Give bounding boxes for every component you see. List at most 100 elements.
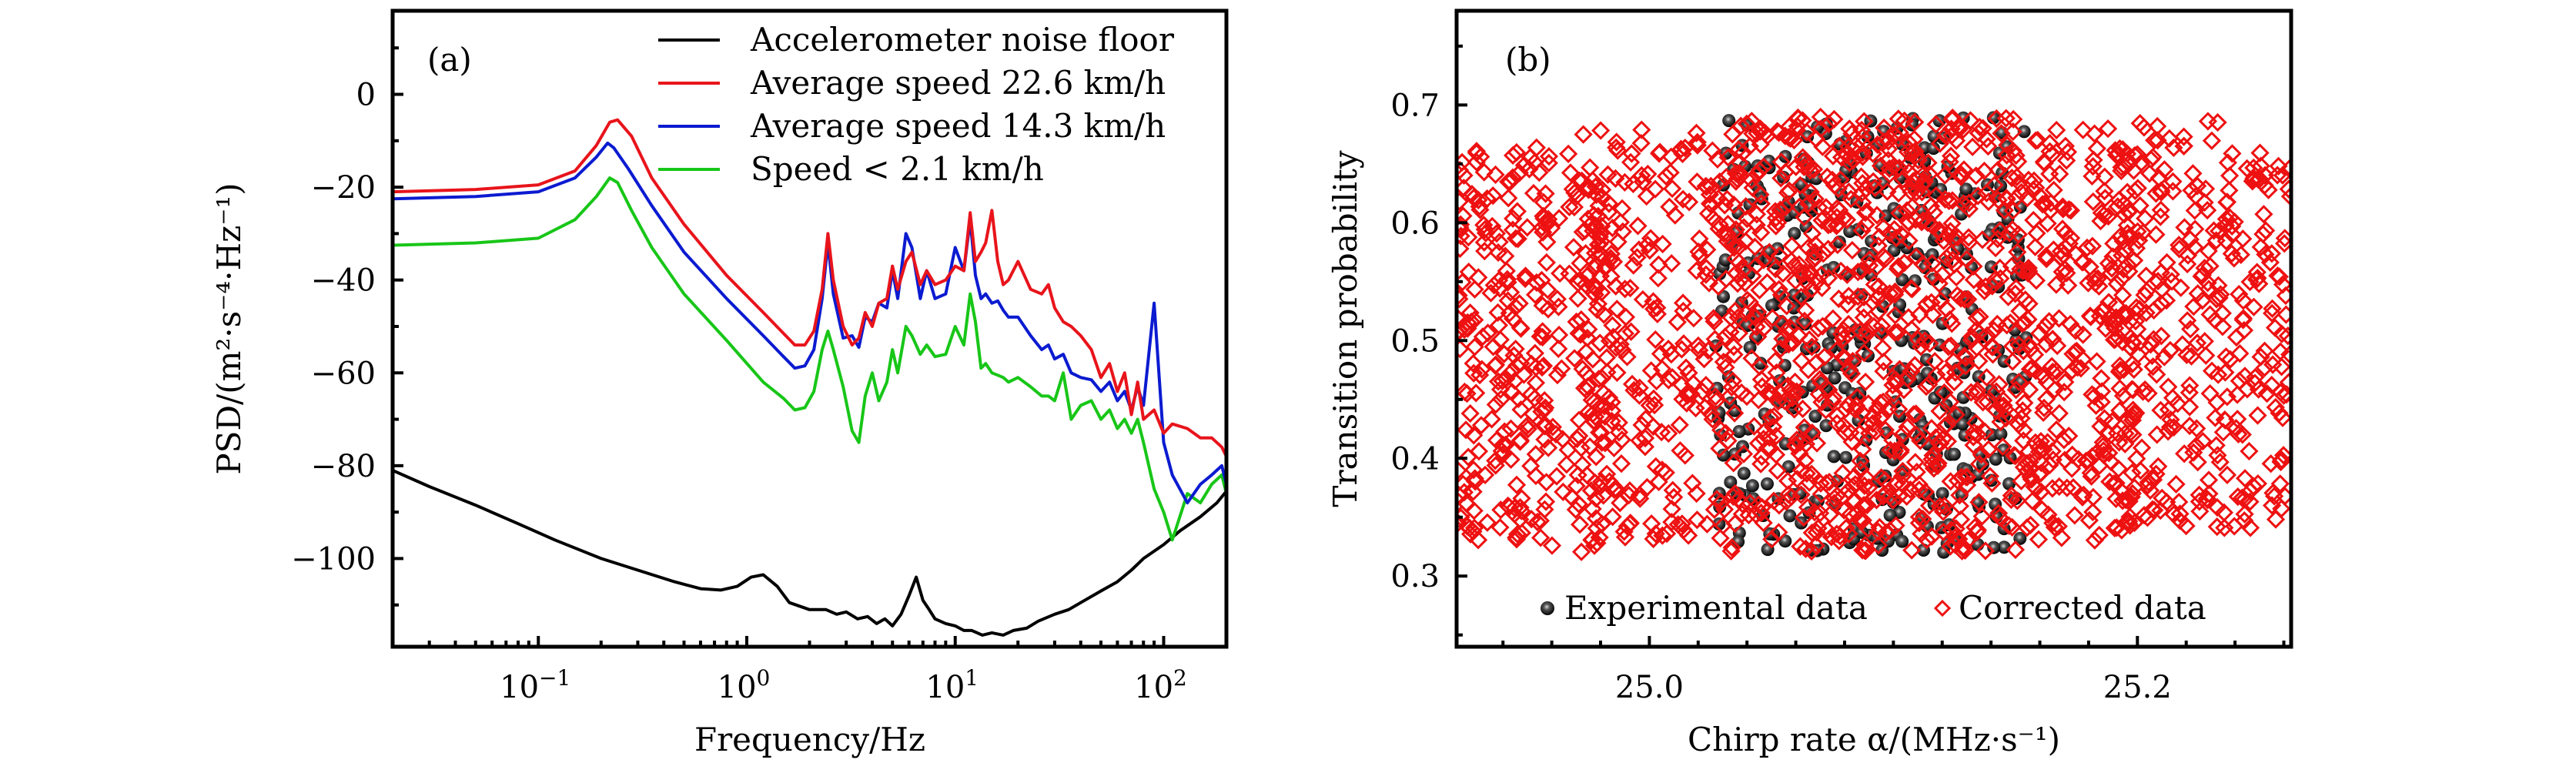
corrected-point bbox=[2019, 310, 2038, 329]
corrected-point bbox=[1892, 225, 1911, 244]
experimental-point bbox=[1908, 274, 1922, 288]
corrected-point bbox=[1935, 125, 1955, 146]
corrected-point bbox=[1891, 443, 1910, 462]
corrected-point bbox=[2216, 363, 2235, 382]
corrected-point bbox=[2094, 445, 2113, 465]
corrected-point bbox=[2021, 460, 2040, 479]
corrected-point bbox=[2118, 223, 2137, 243]
corrected-point bbox=[1975, 281, 1994, 301]
panel-a-label: (a) bbox=[427, 41, 472, 79]
corrected-point bbox=[1991, 412, 2010, 432]
corrected-point bbox=[1677, 393, 1697, 413]
corrected-point bbox=[1755, 421, 1775, 441]
corrected-point bbox=[1946, 268, 1966, 287]
corrected-point bbox=[1919, 165, 1939, 184]
corrected-point bbox=[2129, 231, 2149, 250]
corrected-point bbox=[1838, 325, 1858, 344]
corrected-point bbox=[1683, 474, 1702, 493]
corrected-point bbox=[2095, 182, 2114, 201]
corrected-point bbox=[1726, 220, 1746, 239]
corrected-point bbox=[1646, 457, 1665, 477]
corrected-point bbox=[1475, 219, 1494, 239]
corrected-point bbox=[1957, 475, 1977, 495]
corrected-point bbox=[1640, 396, 1659, 415]
corrected-point bbox=[1582, 390, 1601, 410]
corrected-point bbox=[1676, 358, 1696, 377]
corrected-point bbox=[2056, 224, 2076, 243]
corrected-point bbox=[1488, 372, 1508, 391]
corrected-point bbox=[1966, 166, 1986, 186]
corrected-point bbox=[2133, 223, 2153, 243]
x-tick-label-base: 10 bbox=[925, 670, 965, 705]
corrected-point bbox=[1538, 299, 1558, 319]
corrected-point bbox=[2136, 266, 2156, 286]
x-tick-label-base: 10 bbox=[1134, 670, 1173, 705]
corrected-point bbox=[1885, 282, 1905, 301]
corrected-point bbox=[2112, 481, 2131, 500]
corrected-point bbox=[2128, 320, 2147, 339]
corrected-point bbox=[2031, 432, 2051, 451]
corrected-point bbox=[1837, 210, 1857, 229]
corrected-point bbox=[1615, 279, 1634, 299]
corrected-point bbox=[1470, 200, 1490, 219]
corrected-point bbox=[1573, 455, 1592, 474]
y-tick-label: 0.6 bbox=[1390, 206, 1440, 241]
corrected-point bbox=[1507, 475, 1527, 494]
corrected-point bbox=[1883, 376, 1902, 395]
corrected-point bbox=[1575, 221, 1595, 240]
corrected-point bbox=[2177, 345, 2196, 365]
experimental-point bbox=[1762, 154, 1776, 168]
corrected-point bbox=[1871, 156, 1891, 176]
corrected-point bbox=[1653, 526, 1672, 545]
corrected-point bbox=[1571, 542, 1591, 561]
corrected-point bbox=[2160, 340, 2180, 360]
corrected-point bbox=[1697, 259, 1716, 278]
corrected-point bbox=[2083, 166, 2102, 186]
corrected-point bbox=[1824, 388, 1843, 407]
corrected-point bbox=[2124, 161, 2143, 180]
corrected-point bbox=[1723, 371, 1742, 390]
corrected-point bbox=[1827, 413, 1847, 433]
corrected-point bbox=[1478, 323, 1497, 343]
corrected-point bbox=[1852, 221, 1872, 240]
corrected-point bbox=[2095, 167, 2114, 186]
corrected-point bbox=[1603, 507, 1622, 527]
corrected-point bbox=[1644, 299, 1664, 319]
corrected-point bbox=[1689, 242, 1708, 262]
corrected-point bbox=[1754, 514, 1773, 533]
corrected-point bbox=[1484, 337, 1503, 356]
corrected-point bbox=[2052, 528, 2072, 547]
corrected-point bbox=[1940, 152, 1959, 172]
corrected-point bbox=[1584, 206, 1604, 225]
corrected-point bbox=[1465, 337, 1484, 356]
corrected-point bbox=[2152, 326, 2171, 346]
corrected-point bbox=[1632, 166, 1651, 186]
corrected-point bbox=[1457, 420, 1476, 440]
corrected-point bbox=[1968, 380, 1987, 400]
corrected-point bbox=[1955, 346, 1975, 366]
corrected-point bbox=[2004, 446, 2024, 465]
corrected-point bbox=[2115, 194, 2134, 214]
corrected-point bbox=[1673, 144, 1692, 163]
corrected-point bbox=[1567, 477, 1586, 496]
corrected-point bbox=[1791, 460, 1811, 480]
corrected-point bbox=[2034, 403, 2053, 423]
corrected-point bbox=[2128, 179, 2148, 198]
experimental-point bbox=[1934, 386, 1948, 399]
corrected-point bbox=[1795, 418, 1814, 437]
corrected-point bbox=[2063, 344, 2083, 363]
corrected-point bbox=[1804, 159, 1824, 179]
corrected-point bbox=[1813, 316, 1832, 336]
corrected-point bbox=[1464, 460, 1484, 480]
panel-b-frame bbox=[1454, 8, 2293, 649]
corrected-point bbox=[1611, 454, 1631, 474]
corrected-point bbox=[1718, 431, 1738, 450]
corrected-point bbox=[2118, 256, 2137, 275]
corrected-point bbox=[1771, 339, 1791, 358]
corrected-point bbox=[1845, 467, 1864, 487]
corrected-point bbox=[2175, 218, 2194, 237]
corrected-point bbox=[1678, 526, 1698, 545]
corrected-point bbox=[1801, 265, 1820, 285]
psd-curves bbox=[393, 118, 1226, 637]
corrected-point bbox=[1568, 273, 1588, 293]
